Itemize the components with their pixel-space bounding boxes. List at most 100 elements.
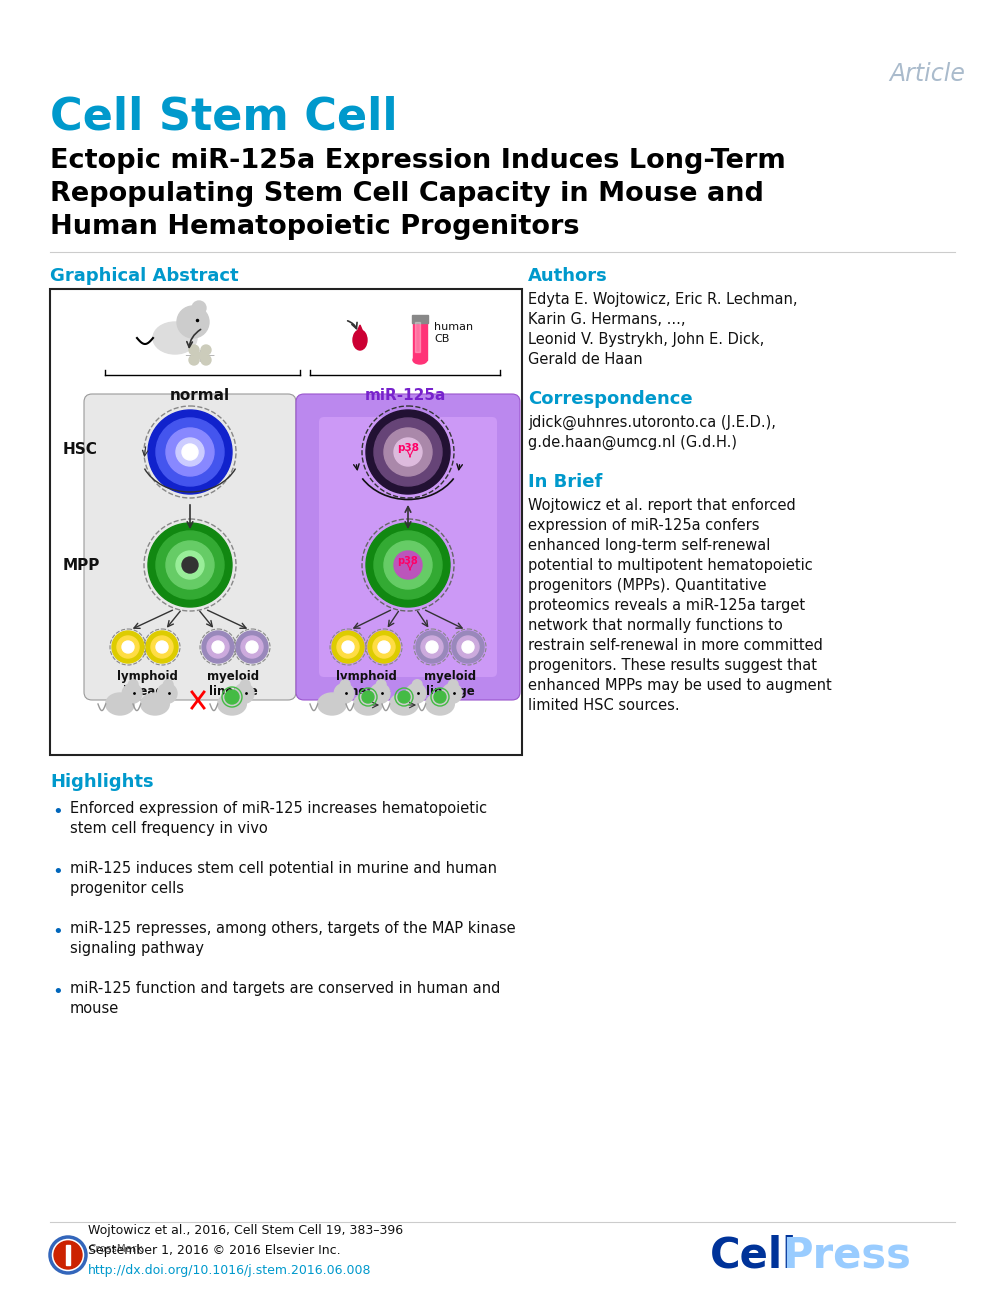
Circle shape xyxy=(394,438,422,466)
Ellipse shape xyxy=(141,693,169,715)
Circle shape xyxy=(412,680,422,689)
Text: myeloid
lineage: myeloid lineage xyxy=(207,669,259,698)
Bar xyxy=(413,320,427,360)
Circle shape xyxy=(234,684,254,703)
Circle shape xyxy=(176,438,204,466)
Circle shape xyxy=(236,632,268,663)
Circle shape xyxy=(421,636,443,658)
Text: Repopulating Stem Cell Capacity in Mouse and: Repopulating Stem Cell Capacity in Mouse… xyxy=(50,181,764,207)
Text: Graphical Abstract: Graphical Abstract xyxy=(50,268,238,284)
Text: •: • xyxy=(52,983,62,1001)
Circle shape xyxy=(156,418,224,485)
Ellipse shape xyxy=(353,330,367,350)
Text: progenitors. These results suggest that: progenitors. These results suggest that xyxy=(528,658,817,673)
Ellipse shape xyxy=(354,693,382,715)
Circle shape xyxy=(201,355,211,365)
Circle shape xyxy=(157,684,177,703)
Text: Gerald de Haan: Gerald de Haan xyxy=(528,352,642,367)
Text: Wojtowicz et al. report that enforced: Wojtowicz et al. report that enforced xyxy=(528,499,796,513)
Text: MPP: MPP xyxy=(63,557,100,573)
FancyBboxPatch shape xyxy=(50,288,522,756)
Circle shape xyxy=(166,542,214,589)
Text: expression of miR-125a confers: expression of miR-125a confers xyxy=(528,518,760,532)
Text: myeloid
lineage: myeloid lineage xyxy=(424,669,476,698)
Text: mouse: mouse xyxy=(70,1001,120,1017)
Circle shape xyxy=(452,632,484,663)
Text: network that normally functions to: network that normally functions to xyxy=(528,619,783,633)
Circle shape xyxy=(434,692,446,703)
FancyBboxPatch shape xyxy=(296,394,520,699)
Circle shape xyxy=(148,523,232,607)
Circle shape xyxy=(225,690,239,703)
Circle shape xyxy=(156,531,224,599)
Circle shape xyxy=(182,557,198,573)
Circle shape xyxy=(457,636,479,658)
Circle shape xyxy=(416,632,448,663)
Text: •: • xyxy=(52,803,62,821)
Circle shape xyxy=(374,531,442,599)
Circle shape xyxy=(368,632,400,663)
Circle shape xyxy=(151,636,173,658)
Circle shape xyxy=(406,684,426,703)
Text: Cell Stem Cell: Cell Stem Cell xyxy=(50,95,398,138)
Text: lymphoid
lineage: lymphoid lineage xyxy=(336,669,396,698)
Text: Cell: Cell xyxy=(710,1235,797,1276)
Text: miR-125a: miR-125a xyxy=(364,388,445,403)
Text: restrain self-renewal in more committed: restrain self-renewal in more committed xyxy=(528,638,823,652)
Text: limited HSC sources.: limited HSC sources. xyxy=(528,698,679,713)
Text: Correspondence: Correspondence xyxy=(528,390,692,408)
Circle shape xyxy=(335,684,354,703)
Text: ──╫──: ──╫── xyxy=(185,348,215,361)
Text: jdick@uhnres.utoronto.ca (J.E.D.),: jdick@uhnres.utoronto.ca (J.E.D.), xyxy=(528,415,776,431)
Text: Karin G. Hermans, ...,: Karin G. Hermans, ..., xyxy=(528,312,685,328)
Text: CrossMark: CrossMark xyxy=(88,1244,143,1254)
Circle shape xyxy=(129,680,138,689)
Circle shape xyxy=(384,428,432,476)
Circle shape xyxy=(202,632,234,663)
Text: miR-125 function and targets are conserved in human and: miR-125 function and targets are conserv… xyxy=(70,981,500,996)
Circle shape xyxy=(398,692,410,703)
Circle shape xyxy=(373,636,395,658)
Circle shape xyxy=(426,641,438,652)
Circle shape xyxy=(148,410,232,495)
Text: Article: Article xyxy=(889,63,965,86)
Circle shape xyxy=(212,641,224,652)
Circle shape xyxy=(240,680,250,689)
Text: g.de.haan@umcg.nl (G.d.H.): g.de.haan@umcg.nl (G.d.H.) xyxy=(528,435,737,450)
Circle shape xyxy=(394,551,422,579)
Text: p38: p38 xyxy=(397,442,419,453)
Text: Leonid V. Bystrykh, John E. Dick,: Leonid V. Bystrykh, John E. Dick, xyxy=(528,331,764,347)
Text: enhanced MPPs may be used to augment: enhanced MPPs may be used to augment xyxy=(528,679,832,693)
Text: miR-125 induces stem cell potential in murine and human: miR-125 induces stem cell potential in m… xyxy=(70,861,497,876)
Circle shape xyxy=(189,345,199,355)
Ellipse shape xyxy=(153,322,197,354)
Text: Edyta E. Wojtowicz, Eric R. Lechman,: Edyta E. Wojtowicz, Eric R. Lechman, xyxy=(528,292,798,307)
Ellipse shape xyxy=(106,693,135,715)
Circle shape xyxy=(182,444,198,459)
Circle shape xyxy=(177,305,209,338)
Circle shape xyxy=(374,418,442,485)
FancyBboxPatch shape xyxy=(84,394,296,699)
Text: •: • xyxy=(52,923,62,941)
Text: human
CB: human CB xyxy=(434,322,473,343)
Text: Wojtowicz et al., 2016, Cell Stem Cell 19, 383–396: Wojtowicz et al., 2016, Cell Stem Cell 1… xyxy=(88,1224,403,1237)
Circle shape xyxy=(362,692,374,703)
Text: enhanced long-term self-renewal: enhanced long-term self-renewal xyxy=(528,538,771,553)
Circle shape xyxy=(366,410,450,495)
Circle shape xyxy=(376,680,386,689)
Text: •: • xyxy=(52,863,62,881)
Text: lymphoid
lineage: lymphoid lineage xyxy=(117,669,178,698)
Text: September 1, 2016 © 2016 Elsevier Inc.: September 1, 2016 © 2016 Elsevier Inc. xyxy=(88,1244,341,1257)
Circle shape xyxy=(341,680,350,689)
Circle shape xyxy=(156,641,168,652)
Circle shape xyxy=(166,428,214,476)
Text: Highlights: Highlights xyxy=(50,773,154,791)
Circle shape xyxy=(332,632,364,663)
Circle shape xyxy=(176,551,204,579)
Text: normal: normal xyxy=(170,388,230,403)
Circle shape xyxy=(122,641,134,652)
Circle shape xyxy=(123,684,142,703)
Circle shape xyxy=(117,636,139,658)
Ellipse shape xyxy=(318,693,347,715)
Text: HSC: HSC xyxy=(63,442,97,458)
